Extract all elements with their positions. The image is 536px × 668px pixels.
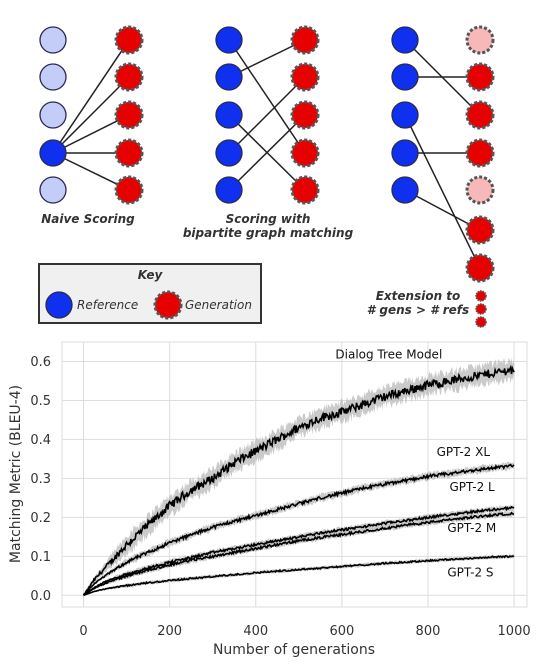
bipartite-reference-node bbox=[215, 26, 243, 54]
naive-edge bbox=[52, 39, 130, 154]
naive-generation-node bbox=[114, 138, 144, 168]
bleu-chart: 0 200 400 600 800 1000 0.00.10.20.30.40.50.6 … bbox=[8, 341, 531, 658]
naive-edge bbox=[52, 114, 130, 154]
series-line bbox=[83, 555, 515, 597]
naive-reference-node bbox=[39, 63, 67, 91]
series-labels: Dialog Tree Model GPT-2 XL GPT-2 L GPT-2 M G… bbox=[335, 347, 496, 579]
variance-band bbox=[83, 510, 515, 596]
matching-diagram bbox=[39, 25, 495, 328]
naive-generation-node bbox=[114, 175, 144, 205]
bipartite-generation-node bbox=[290, 25, 320, 55]
extension-small-generation-node bbox=[475, 316, 487, 328]
x-tick-label: 0 bbox=[79, 624, 87, 639]
extension-reference-node bbox=[391, 63, 419, 91]
y-tick-label: 0.2 bbox=[30, 511, 51, 526]
y-tick-label: 0.0 bbox=[30, 589, 51, 604]
y-tick-label: 0.1 bbox=[30, 550, 51, 565]
bipartite-generation-node bbox=[290, 138, 320, 168]
bipartite-reference-node bbox=[215, 139, 243, 167]
extension-generation-node bbox=[465, 62, 495, 92]
naive-edge bbox=[52, 76, 130, 154]
extension-generation-node bbox=[465, 138, 495, 168]
series-label: Dialog Tree Model bbox=[335, 347, 442, 361]
extension-generation-node bbox=[465, 253, 495, 283]
key-generation-label: Generation bbox=[185, 298, 252, 312]
x-tick-label: 1000 bbox=[498, 624, 531, 639]
bipartite-edge bbox=[228, 39, 306, 154]
extension-reference-node bbox=[391, 176, 419, 204]
x-tick-label: 600 bbox=[329, 624, 354, 639]
naive-generation-node bbox=[114, 62, 144, 92]
x-axis-label: Number of generations bbox=[213, 642, 375, 658]
y-tick-label: 0.6 bbox=[30, 355, 51, 370]
key-generation-circle bbox=[153, 290, 183, 320]
series-label: GPT-2 L bbox=[450, 480, 496, 494]
bipartite-generation-node bbox=[290, 62, 320, 92]
y-tick-label: 0.4 bbox=[30, 433, 51, 448]
series-line bbox=[82, 463, 515, 596]
key-title: Key bbox=[138, 268, 164, 282]
bipartite-reference-node bbox=[215, 101, 243, 129]
x-tick-labels: 0 200 400 600 800 1000 bbox=[79, 624, 530, 639]
extension-reference-node bbox=[391, 101, 419, 129]
key-reference-node bbox=[45, 291, 73, 319]
bipartite-edge bbox=[228, 39, 306, 78]
bipartite-generation-node bbox=[290, 100, 320, 130]
naive-reference-node bbox=[39, 101, 67, 129]
y-tick-label: 0.3 bbox=[30, 472, 51, 487]
naive-generation-node bbox=[114, 25, 144, 55]
series-line bbox=[83, 511, 515, 596]
caption-bipartite-line1: Scoring with bbox=[226, 212, 311, 226]
series-line bbox=[83, 505, 515, 596]
extension-generation-node bbox=[465, 25, 495, 55]
x-tick-label: 400 bbox=[243, 624, 268, 639]
naive-reference-node bbox=[39, 26, 67, 54]
y-tick-label: 0.5 bbox=[30, 394, 51, 409]
key-generation-node bbox=[153, 290, 183, 320]
naive-reference-node bbox=[39, 139, 67, 167]
key-box: Key Reference Generation bbox=[38, 263, 262, 324]
extension-generation-node bbox=[465, 215, 495, 245]
caption-bipartite-line2: bipartite graph matching bbox=[183, 226, 354, 240]
extension-small-generation-node bbox=[475, 303, 487, 315]
variance-band bbox=[83, 357, 515, 597]
extension-edge bbox=[404, 114, 481, 269]
key-background bbox=[38, 263, 262, 324]
key-reference-label: Reference bbox=[77, 298, 138, 312]
x-tick-label: 800 bbox=[416, 624, 441, 639]
y-tick-labels: 0.0 0.1 0.2 0.3 0.4 0.5 0.6 bbox=[30, 355, 51, 604]
series-label: GPT-2 S bbox=[447, 566, 493, 580]
bipartite-reference-node bbox=[215, 63, 243, 91]
naive-generation-node bbox=[114, 100, 144, 130]
x-tick-label: 200 bbox=[157, 624, 182, 639]
bipartite-edge bbox=[228, 114, 306, 191]
y-axis-label: Matching Metric (BLEU-4) bbox=[8, 385, 24, 563]
naive-reference-node bbox=[39, 176, 67, 204]
bipartite-edge bbox=[228, 76, 306, 154]
series-lines bbox=[82, 364, 515, 597]
caption-extension-line1: Extension to bbox=[376, 289, 461, 303]
bipartite-generation-node bbox=[290, 175, 320, 205]
caption-extension-line2: # gens > # refs bbox=[367, 303, 469, 317]
extension-generation-node bbox=[465, 175, 495, 205]
bipartite-reference-node bbox=[215, 176, 243, 204]
key-reference-circle bbox=[45, 291, 73, 319]
extension-reference-node bbox=[391, 139, 419, 167]
extension-generation-node bbox=[465, 100, 495, 130]
extension-small-generation-node bbox=[475, 290, 487, 302]
variance-band bbox=[83, 504, 515, 596]
series-line bbox=[82, 364, 515, 596]
extension-reference-node bbox=[391, 26, 419, 54]
caption-naive: Naive Scoring bbox=[41, 212, 135, 226]
series-label: GPT-2 XL bbox=[437, 445, 491, 459]
series-label: GPT-2 M bbox=[447, 521, 496, 535]
